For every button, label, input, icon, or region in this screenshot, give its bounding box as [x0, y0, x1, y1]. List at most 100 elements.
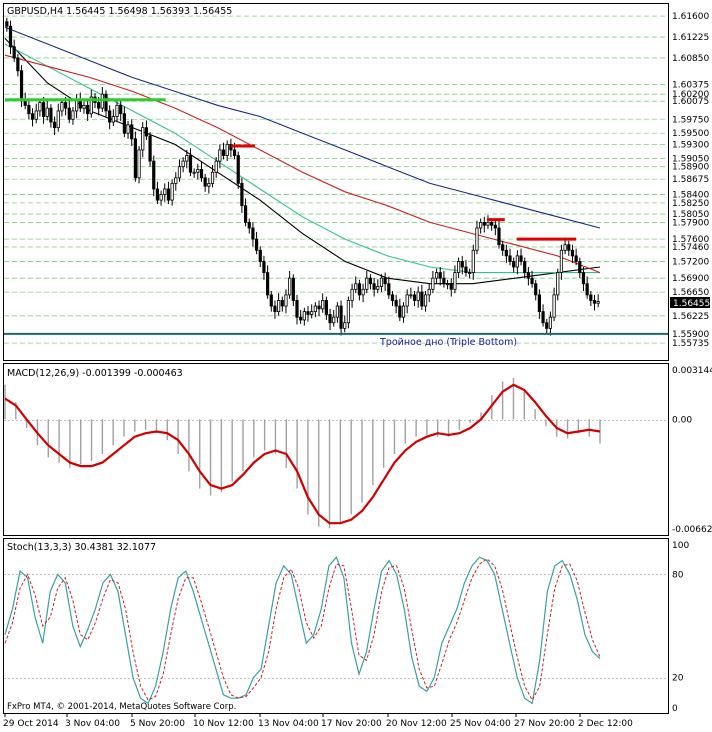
candle-body [365, 277, 369, 290]
time-axis-labels: 29 Oct 2014 3 Nov 04:00 5 Nov 20:00 10 Nov … [3, 713, 633, 729]
candle-body [383, 277, 387, 285]
candle-body [45, 107, 49, 117]
candle-body [12, 46, 16, 59]
candle-body [266, 272, 270, 296]
candle [185, 149, 189, 169]
candle-body [537, 294, 541, 313]
candle [86, 99, 90, 121]
price-level-label: 1.60075 [672, 97, 709, 107]
price-level-label: 1.56900 [672, 274, 709, 284]
candle-body [423, 294, 428, 307]
candle-body [332, 316, 336, 324]
candle-body [170, 182, 174, 201]
candle [534, 279, 538, 301]
candle [225, 140, 229, 162]
candle [16, 54, 20, 77]
candle-body [401, 305, 406, 318]
candle-body [89, 96, 93, 115]
candle-body [574, 255, 578, 262]
candle [556, 268, 560, 301]
candle [273, 300, 277, 319]
candle [71, 107, 75, 125]
candle [401, 302, 406, 323]
candle-body [497, 227, 501, 246]
candle-body [405, 294, 409, 307]
candle-body [541, 311, 545, 324]
candle [398, 298, 402, 322]
candle [251, 222, 255, 247]
candle [60, 98, 64, 117]
candle [519, 248, 523, 266]
price-level-label: 1.60850 [672, 54, 709, 64]
candle-body [556, 272, 560, 296]
candle-body [442, 277, 446, 285]
candle [78, 92, 82, 113]
candle [552, 287, 556, 322]
price-level-label: 1.58900 [672, 163, 709, 173]
candle [365, 270, 369, 294]
candle [504, 244, 508, 264]
price-level-label: 1.57460 [672, 243, 709, 253]
macd-header: MACD(12,26,9) -0.001399 -0.000463 [7, 368, 183, 379]
candle [163, 183, 167, 202]
macd-panel-border [3, 363, 669, 536]
candle-body [431, 277, 435, 290]
candle [482, 216, 486, 233]
candle-body [339, 305, 343, 329]
time-axis-label: 3 Nov 04:00 [65, 719, 120, 729]
candle-body [486, 222, 490, 226]
macd-signal-line [4, 383, 601, 525]
price-level-label: 1.60200 [672, 90, 709, 100]
candle [442, 270, 446, 288]
candle-body [412, 294, 417, 301]
candle [82, 101, 86, 114]
candle [541, 304, 545, 327]
candle [30, 108, 35, 127]
candle-body [225, 143, 229, 156]
stoch-signal-line [4, 558, 601, 702]
price-level-label: 1.56650 [672, 288, 709, 298]
candle-body [177, 166, 182, 179]
stoch-axis-label: 80 [672, 570, 684, 580]
price-level-label: 1.55735 [672, 339, 709, 349]
candle-body [16, 57, 20, 72]
candle [67, 100, 71, 124]
candle [493, 219, 497, 236]
candle [133, 131, 137, 182]
candle [196, 163, 200, 180]
candle-body [38, 102, 42, 112]
candle [75, 94, 79, 119]
candle [170, 179, 174, 206]
candle [471, 244, 475, 280]
price-level-label: 1.55900 [672, 330, 709, 340]
candle-body [166, 188, 171, 201]
price-level-label: 1.60375 [672, 80, 709, 90]
candle-body [475, 227, 479, 251]
candle-body [361, 288, 365, 296]
candle-body [144, 127, 149, 137]
candle [130, 119, 134, 147]
candle-body [490, 222, 494, 226]
candle [468, 268, 472, 279]
candle-body [111, 116, 115, 123]
candle [214, 157, 218, 178]
candle-body [122, 113, 126, 134]
candle-body [299, 316, 303, 321]
candle-body [343, 322, 347, 329]
copyright-text: FxPro MT4, © 2001-2014, MetaQuotes Softw… [7, 702, 236, 712]
candle [343, 315, 347, 333]
candle [589, 290, 593, 307]
candle [361, 283, 365, 303]
candle [144, 120, 149, 140]
candle [277, 293, 281, 316]
candle-body [570, 249, 575, 257]
resistance-lines [5, 98, 577, 241]
candle [306, 306, 310, 322]
candle-body [159, 194, 163, 201]
candle-body [317, 305, 321, 310]
macd-axis-label: 0.00 [672, 415, 692, 425]
price-level-label: 1.61225 [672, 33, 709, 43]
pattern-annotation: Тройное дно (Triple Bottom) [379, 337, 517, 348]
candle [567, 240, 571, 256]
